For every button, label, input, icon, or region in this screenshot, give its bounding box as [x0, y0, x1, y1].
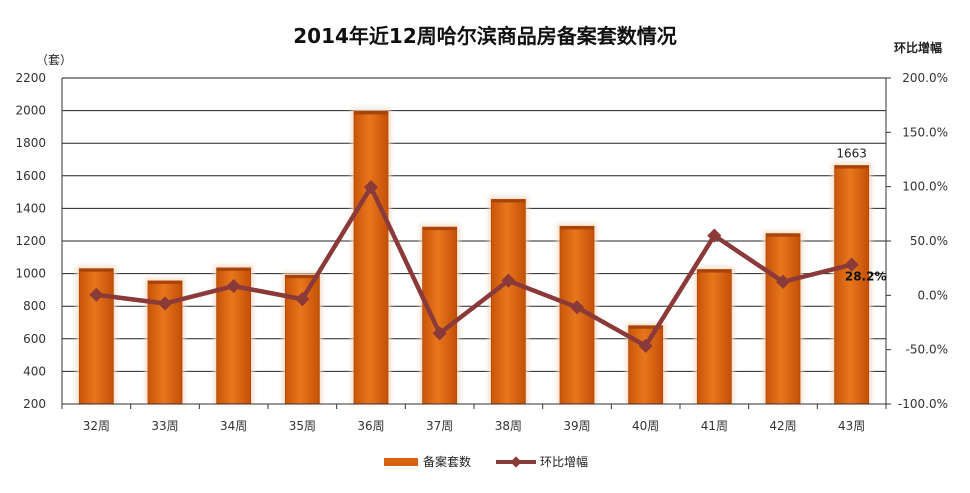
- x-tick-label: 33周: [151, 419, 178, 433]
- bar-top-edge: [354, 111, 388, 115]
- y-tick-label: 400: [23, 364, 46, 378]
- x-tick-label: 38周: [495, 419, 522, 433]
- y-tick-label: 1800: [15, 136, 46, 150]
- x-tick-label: 43周: [838, 419, 865, 433]
- line-marker: [226, 279, 241, 294]
- y-tick-label: 2200: [15, 71, 46, 85]
- line-marker: [157, 296, 173, 311]
- line-data-label: 28.2%: [845, 270, 887, 284]
- y-tick-label: 1000: [15, 267, 46, 281]
- y2-tick-label: 100.0%: [902, 180, 948, 194]
- y-tick-label: 1200: [15, 234, 46, 248]
- bar: [834, 165, 870, 405]
- y-tick-label: 1600: [15, 169, 46, 183]
- bar: [765, 233, 801, 405]
- line-marker: [363, 180, 379, 195]
- line-marker: [501, 273, 516, 288]
- gridlines: [62, 77, 886, 372]
- bar-top-edge: [79, 268, 114, 272]
- bar-top-edge: [697, 269, 732, 273]
- bar-top-edge: [560, 226, 594, 230]
- y-tick-label: 2000: [15, 104, 46, 118]
- bar: [353, 111, 389, 405]
- y2-tick-label: 150.0%: [902, 125, 948, 139]
- line-marker: [844, 257, 859, 272]
- x-tick-label: 35周: [289, 419, 316, 433]
- y2-tick-label: 50.0%: [910, 234, 948, 248]
- line-marker: [89, 287, 104, 302]
- x-tick-label: 36周: [357, 419, 384, 433]
- bar-top-edge: [766, 233, 800, 237]
- bar-series: [76, 108, 872, 405]
- legend-label-line: 环比增幅: [540, 454, 588, 469]
- bar: [696, 269, 732, 405]
- line-marker: [707, 228, 722, 243]
- bar-top-edge: [148, 280, 182, 284]
- x-tick-label: 32周: [83, 419, 110, 433]
- y2-axis-label: 环比增幅: [894, 40, 942, 55]
- bar-data-label: 1663: [836, 147, 867, 161]
- legend: 备案套数 环比增幅: [384, 454, 588, 469]
- legend-swatch-bar: [384, 458, 418, 466]
- y-tick-label: 1400: [15, 201, 46, 215]
- line-marker: [775, 274, 791, 289]
- bar-top-edge: [216, 267, 251, 271]
- chart-title: 2014年近12周哈尔滨商品房备案套数情况: [293, 24, 677, 48]
- y-tick-label: 600: [23, 332, 46, 346]
- bar-top-edge: [834, 165, 869, 169]
- x-tick-label: 42周: [769, 419, 796, 433]
- x-tick-label: 40周: [632, 419, 659, 433]
- bar: [490, 199, 526, 405]
- legend-swatch-marker: [510, 456, 522, 468]
- y2-tick-label: -50.0%: [906, 343, 948, 357]
- y-tick-label: 200: [23, 397, 46, 411]
- bar-top-edge: [628, 325, 663, 329]
- line-marker: [295, 292, 310, 307]
- y2-tick-label: -100.0%: [898, 397, 948, 411]
- line-path: [96, 184, 853, 349]
- bar-top-edge: [491, 199, 526, 203]
- y2-tick-label: 0.0%: [918, 288, 949, 302]
- x-tick-label: 34周: [220, 419, 247, 433]
- y2-tick-label: 200.0%: [902, 71, 948, 85]
- x-tick-label: 41周: [701, 419, 728, 433]
- bar-top-edge: [422, 227, 457, 231]
- axes: 200 400 600 800 1000 1200 1400 1600 1800 2000 2200…: [15, 71, 948, 433]
- bar: [422, 226, 458, 405]
- line-marker: [432, 326, 447, 341]
- x-tick-label: 39周: [563, 419, 590, 433]
- line-marker: [638, 338, 653, 353]
- legend-label-bar: 备案套数: [423, 454, 471, 469]
- bar-top-edge: [285, 275, 320, 279]
- line-series: [89, 180, 859, 353]
- y-tick-label: 800: [23, 299, 46, 313]
- x-tick-label: 37周: [426, 419, 453, 433]
- y-axis-label: （套）: [36, 53, 72, 67]
- line-marker: [569, 300, 585, 315]
